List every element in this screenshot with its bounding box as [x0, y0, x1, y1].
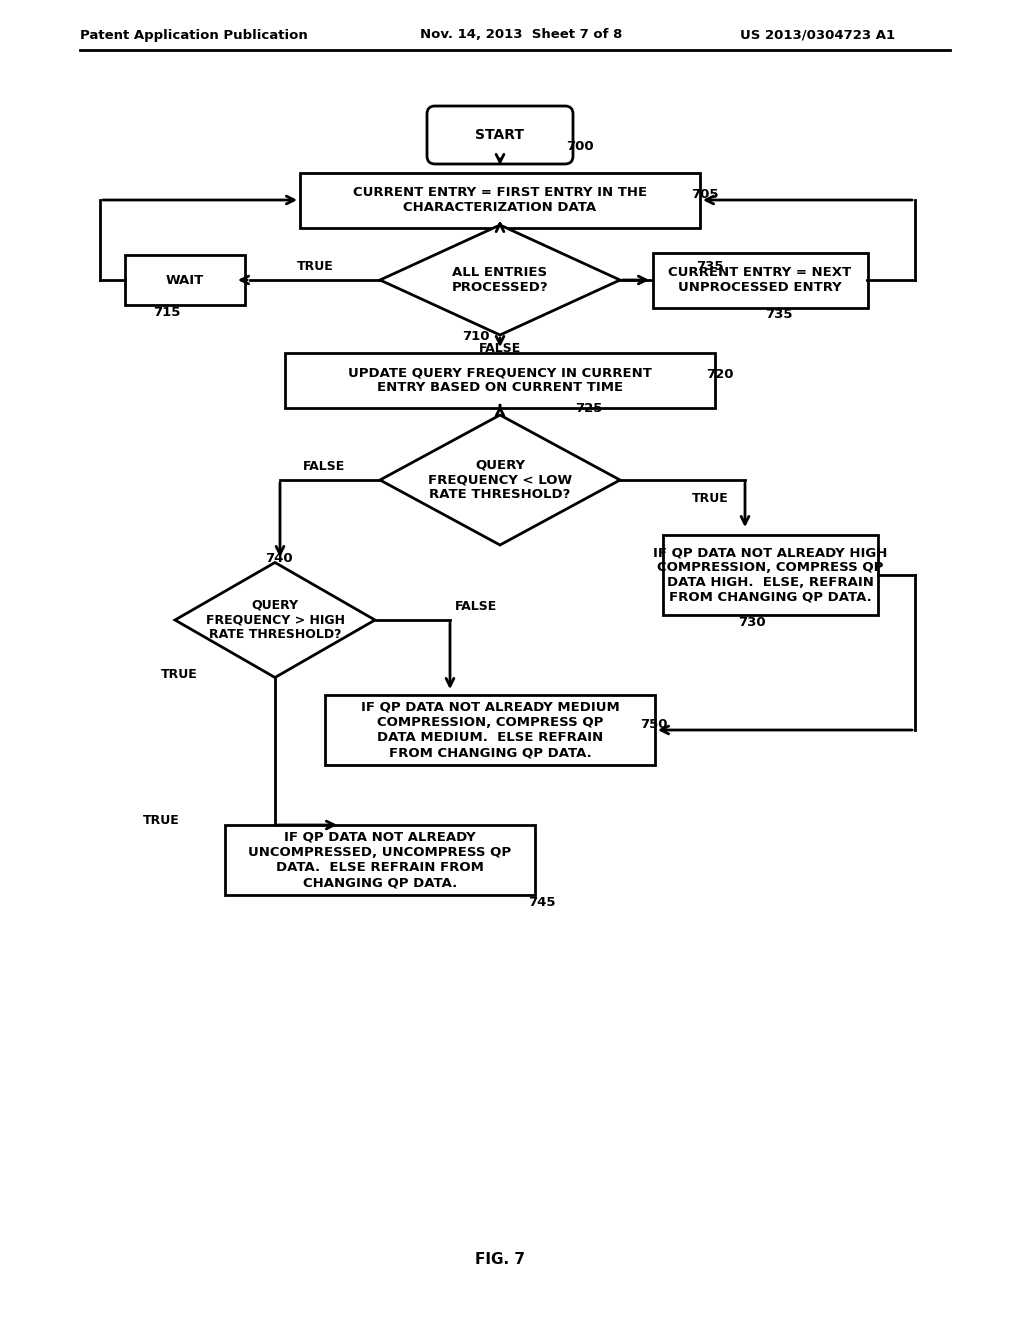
Text: Nov. 14, 2013  Sheet 7 of 8: Nov. 14, 2013 Sheet 7 of 8 — [420, 29, 623, 41]
Text: FALSE: FALSE — [455, 599, 498, 612]
FancyBboxPatch shape — [427, 106, 573, 164]
Text: START: START — [475, 128, 524, 143]
Text: FALSE: FALSE — [479, 342, 521, 355]
Text: QUERY
FREQUENCY < LOW
RATE THRESHOLD?: QUERY FREQUENCY < LOW RATE THRESHOLD? — [428, 458, 572, 502]
FancyBboxPatch shape — [325, 696, 655, 766]
Text: IF QP DATA NOT ALREADY
UNCOMPRESSED, UNCOMPRESS QP
DATA.  ELSE REFRAIN FROM
CHAN: IF QP DATA NOT ALREADY UNCOMPRESSED, UNC… — [249, 832, 512, 888]
Text: WAIT: WAIT — [166, 273, 204, 286]
Text: UPDATE QUERY FREQUENCY IN CURRENT
ENTRY BASED ON CURRENT TIME: UPDATE QUERY FREQUENCY IN CURRENT ENTRY … — [348, 366, 652, 393]
Text: 745: 745 — [528, 895, 555, 908]
Text: 710: 710 — [463, 330, 490, 343]
Text: 700: 700 — [566, 140, 594, 153]
Text: FALSE: FALSE — [303, 459, 345, 473]
FancyBboxPatch shape — [285, 352, 715, 408]
Text: ALL ENTRIES
PROCESSED?: ALL ENTRIES PROCESSED? — [452, 267, 548, 294]
FancyBboxPatch shape — [125, 255, 245, 305]
Text: US 2013/0304723 A1: US 2013/0304723 A1 — [740, 29, 895, 41]
Text: 725: 725 — [575, 401, 602, 414]
Text: 740: 740 — [265, 552, 293, 565]
FancyBboxPatch shape — [300, 173, 700, 227]
Text: Patent Application Publication: Patent Application Publication — [80, 29, 308, 41]
Text: 715: 715 — [154, 305, 180, 318]
Text: 720: 720 — [707, 368, 734, 381]
Text: IF QP DATA NOT ALREADY MEDIUM
COMPRESSION, COMPRESS QP
DATA MEDIUM.  ELSE REFRAI: IF QP DATA NOT ALREADY MEDIUM COMPRESSIO… — [360, 701, 620, 759]
FancyBboxPatch shape — [663, 535, 878, 615]
Text: 735: 735 — [696, 260, 724, 272]
Text: IF QP DATA NOT ALREADY HIGH
COMPRESSION, COMPRESS QP
DATA HIGH.  ELSE, REFRAIN
F: IF QP DATA NOT ALREADY HIGH COMPRESSION,… — [653, 546, 887, 605]
Text: QUERY
FREQUENCY > HIGH
RATE THRESHOLD?: QUERY FREQUENCY > HIGH RATE THRESHOLD? — [206, 598, 344, 642]
FancyBboxPatch shape — [652, 252, 867, 308]
Polygon shape — [380, 414, 620, 545]
Text: TRUE: TRUE — [297, 260, 334, 272]
Text: 705: 705 — [691, 189, 719, 202]
Text: TRUE: TRUE — [691, 491, 728, 504]
Text: 730: 730 — [738, 616, 766, 630]
FancyBboxPatch shape — [225, 825, 535, 895]
Text: TRUE: TRUE — [161, 668, 198, 681]
Text: CURRENT ENTRY = FIRST ENTRY IN THE
CHARACTERIZATION DATA: CURRENT ENTRY = FIRST ENTRY IN THE CHARA… — [353, 186, 647, 214]
Text: FIG. 7: FIG. 7 — [475, 1253, 525, 1267]
Polygon shape — [175, 562, 375, 677]
Text: 750: 750 — [640, 718, 668, 731]
Text: CURRENT ENTRY = NEXT
UNPROCESSED ENTRY: CURRENT ENTRY = NEXT UNPROCESSED ENTRY — [669, 267, 852, 294]
Text: TRUE: TRUE — [143, 813, 180, 826]
Polygon shape — [380, 224, 620, 335]
Text: 735: 735 — [765, 309, 793, 322]
